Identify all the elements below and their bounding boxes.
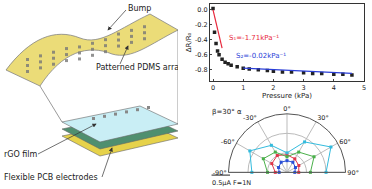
- svg-text:-0.2: -0.2: [195, 21, 208, 29]
- svg-text:Pressure (kPa): Pressure (kPa): [262, 92, 312, 100]
- svg-text:-90°: -90°: [213, 169, 227, 177]
- svg-text:0: 0: [211, 84, 215, 92]
- svg-text:90°: 90°: [347, 169, 359, 177]
- svg-text:-0.6: -0.6: [195, 51, 208, 59]
- svg-text:-0.8: -0.8: [195, 66, 208, 74]
- svg-text:2: 2: [271, 84, 275, 92]
- svg-text:Bump: Bump: [128, 4, 151, 13]
- svg-text:4: 4: [332, 84, 336, 92]
- svg-text:Flexible PCB electrodes: Flexible PCB electrodes: [4, 173, 98, 182]
- svg-text:5: 5: [362, 84, 366, 92]
- svg-text:-60°: -60°: [221, 138, 235, 146]
- svg-text:-30°: -30°: [243, 114, 257, 122]
- svg-text:S₂=-0.02kPa⁻¹: S₂=-0.02kPa⁻¹: [236, 52, 286, 60]
- svg-text:0.5μA F=1N: 0.5μA F=1N: [212, 179, 251, 187]
- svg-text:1: 1: [241, 84, 245, 92]
- svg-text:β=30° α: β=30° α: [212, 108, 242, 116]
- svg-text:3: 3: [302, 84, 306, 92]
- svg-text:rGO film: rGO film: [4, 150, 38, 159]
- svg-text:0°: 0°: [283, 105, 290, 113]
- svg-text:ΔR/R₀: ΔR/R₀: [185, 32, 193, 52]
- svg-text:0.0: 0.0: [197, 6, 207, 14]
- svg-text:30°: 30°: [317, 114, 329, 122]
- svg-text:Patterned PDMS array: Patterned PDMS array: [96, 63, 180, 72]
- svg-text:S₁=-1.71kPa⁻¹: S₁=-1.71kPa⁻¹: [229, 34, 279, 42]
- svg-text:-0.4: -0.4: [195, 36, 208, 44]
- svg-text:60°: 60°: [339, 138, 351, 146]
